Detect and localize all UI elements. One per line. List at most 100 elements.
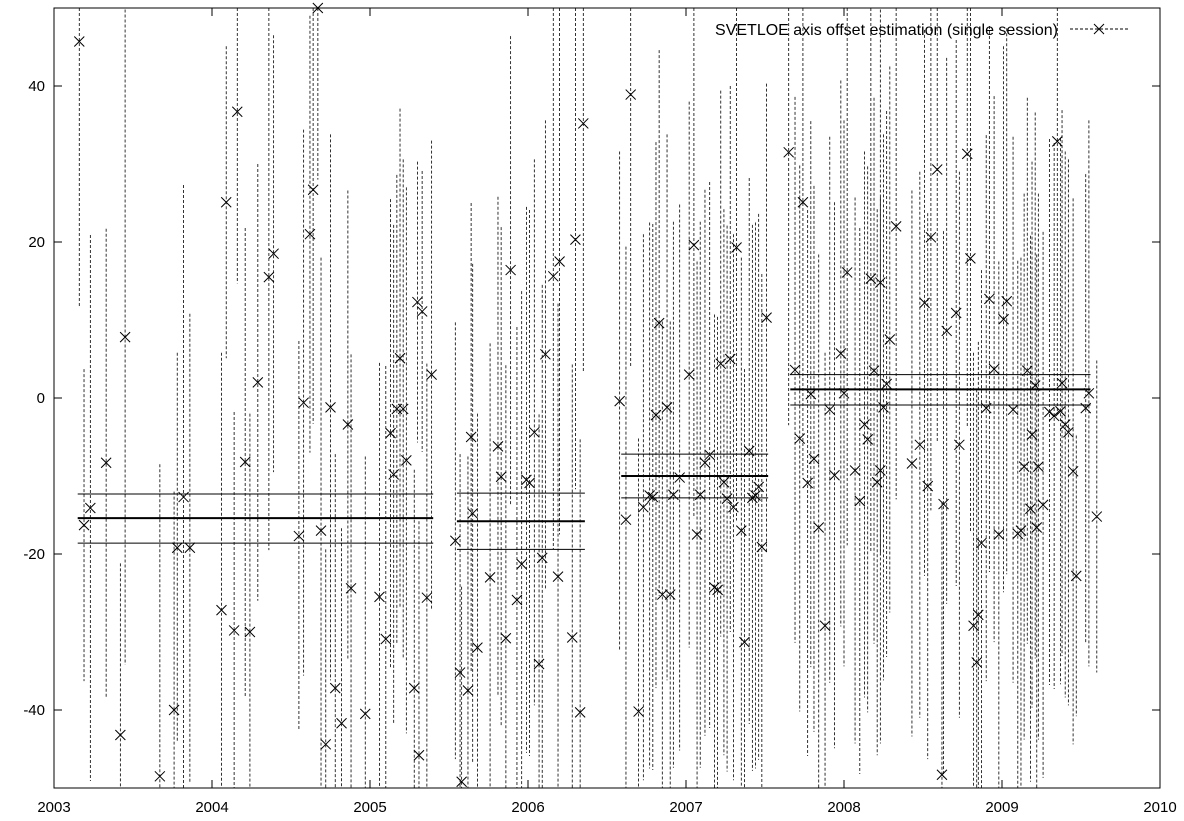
data-point-marker — [1048, 410, 1060, 422]
data-point-marker — [868, 365, 880, 377]
data-point-marker — [644, 490, 656, 501]
x-tick-label: 2003 — [37, 799, 70, 816]
data-point-marker — [516, 558, 528, 570]
data-point-marker — [683, 369, 695, 380]
data-point-marker — [950, 307, 962, 319]
data-point-marker — [1091, 511, 1103, 522]
data-point-marker — [731, 242, 742, 253]
data-point-marker — [388, 469, 400, 480]
data-point-marker — [1080, 402, 1092, 414]
data-point-marker — [984, 293, 995, 305]
data-point-marker — [998, 313, 1009, 325]
data-point-marker — [1029, 380, 1041, 391]
data-point-marker — [931, 164, 943, 175]
data-point-marker — [849, 465, 861, 476]
data-point-marker — [252, 377, 264, 388]
y-tick-label: 20 — [28, 234, 45, 251]
data-point-marker — [1018, 461, 1030, 472]
data-point-marker — [78, 519, 90, 531]
data-point-marker — [462, 685, 474, 696]
data-point-marker — [524, 477, 535, 489]
data-point-marker — [756, 541, 768, 553]
data-point-marker — [838, 387, 850, 399]
data-point-marker — [633, 706, 644, 717]
data-point-marker — [1031, 522, 1043, 533]
y-tick-label: 40 — [28, 78, 45, 95]
data-point-marker — [1037, 499, 1049, 511]
data-point-marker — [536, 552, 548, 564]
x-tick-label: 2009 — [985, 799, 1018, 816]
data-point-marker — [329, 682, 341, 694]
data-point-marker — [552, 571, 564, 582]
data-point-marker — [336, 717, 347, 729]
data-point-marker — [500, 632, 512, 644]
data-point-marker — [829, 469, 840, 481]
data-point-marker — [824, 404, 836, 416]
data-point-marker — [1070, 570, 1082, 582]
x-tick-label: 2006 — [511, 799, 544, 816]
data-point-marker — [449, 535, 461, 547]
data-point-marker — [495, 471, 507, 483]
x-tick-label: 2008 — [827, 799, 860, 816]
data-point-marker — [320, 738, 332, 750]
data-point-marker — [533, 658, 545, 670]
data-point-marker — [794, 433, 806, 444]
data-point-marker — [743, 445, 755, 457]
data-point-marker — [859, 419, 870, 430]
data-point-marker — [385, 427, 396, 439]
data-point-marker — [298, 397, 309, 409]
data-point-marker — [1026, 429, 1038, 441]
data-point-marker — [315, 525, 327, 536]
reference-lines — [77, 374, 1091, 550]
data-point-marker — [813, 522, 825, 533]
error-bars — [78, 8, 1098, 788]
data-point-marker — [268, 248, 279, 260]
data-point-marker — [231, 106, 243, 118]
data-point-marker — [412, 296, 423, 308]
data-point-marker — [747, 492, 758, 504]
data-point-marker — [408, 682, 420, 694]
data-point-marker — [668, 489, 679, 501]
data-point-marker — [925, 231, 937, 243]
data-point-marker — [709, 582, 720, 593]
data-point-marker — [239, 456, 251, 468]
data-point-marker — [1015, 525, 1027, 536]
data-point-marker — [171, 542, 183, 554]
data-point-marker — [661, 402, 673, 413]
data-point-marker — [359, 708, 371, 720]
data-point-marker — [704, 449, 716, 461]
data-point-marker — [577, 118, 589, 129]
data-point-marker — [878, 402, 889, 413]
axis-ticks: 2003 2004 2005 2006 2007 2008 2009 2010 -40 -20 0 2… — [23, 8, 1177, 816]
data-point-marker — [674, 472, 686, 483]
data-point-marker — [841, 267, 853, 278]
data-point-marker — [699, 457, 711, 469]
data-point-marker — [835, 348, 847, 359]
data-point-marker — [374, 591, 385, 603]
data-point-marker — [184, 542, 196, 554]
data-point-marker — [753, 481, 765, 493]
data-point-marker — [941, 325, 953, 337]
data-point-marker — [304, 228, 316, 240]
data-point-marker — [906, 458, 918, 469]
data-point-marker — [345, 582, 357, 594]
data-point-marker — [976, 537, 987, 549]
data-point-marker — [547, 270, 559, 282]
data-point-marker — [694, 489, 706, 501]
data-point-marker — [739, 636, 750, 648]
data-point-marker — [1067, 465, 1079, 477]
data-point-marker — [528, 426, 540, 438]
data-point-marker — [953, 439, 965, 451]
data-point-marker — [961, 148, 973, 160]
data-point-marker — [293, 530, 305, 542]
data-point-marker — [307, 184, 319, 196]
data-point-marker — [712, 584, 723, 596]
data-point-marker — [750, 490, 761, 501]
data-point-marker — [919, 297, 930, 309]
data-point-marker — [965, 253, 976, 264]
data-point-marker — [1044, 406, 1055, 418]
data-point-marker — [394, 352, 406, 364]
data-point-marker — [325, 402, 336, 413]
data-point-marker — [84, 502, 96, 514]
plot-frame — [53, 7, 1161, 789]
